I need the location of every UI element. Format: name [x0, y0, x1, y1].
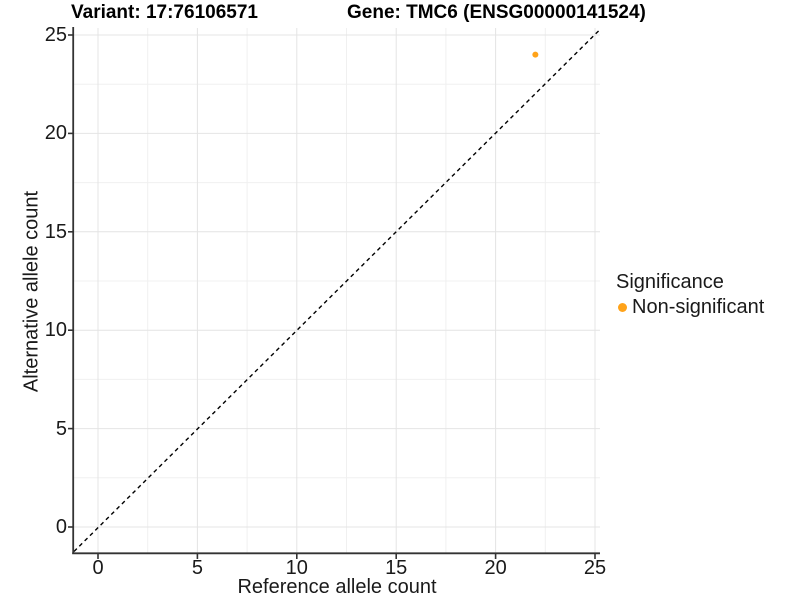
data-point — [532, 51, 539, 58]
x-tick-label: 5 — [191, 557, 203, 579]
y-tick-label: 20 — [44, 122, 67, 145]
legend-title: Significance — [616, 271, 724, 293]
x-tick-label: 10 — [285, 557, 308, 579]
y-tick-label: 25 — [44, 24, 67, 46]
plot-title-variant: Variant: 17:76106571 — [71, 2, 258, 23]
legend: Significance Non-significant — [616, 271, 764, 319]
y-tick-label: 10 — [44, 319, 67, 342]
plot-title-gene: Gene: TMC6 (ENSG00000141524) — [347, 2, 646, 23]
y-tick-label: 15 — [44, 220, 67, 243]
y-tick-label: 0 — [55, 516, 67, 538]
x-tick-label: 15 — [385, 557, 408, 579]
y-axis-title: Alternative allele count — [20, 190, 43, 393]
legend-point-icon — [618, 303, 627, 312]
x-tick-label: 25 — [583, 557, 607, 579]
x-tick-label: 20 — [484, 557, 507, 579]
legend-item-label: Non-significant — [632, 296, 765, 318]
x-tick-label: 0 — [92, 557, 104, 579]
legend-item: Non-significant — [616, 296, 764, 319]
x-axis-title: Reference allele count — [237, 576, 437, 598]
y-tick-label: 5 — [55, 417, 67, 440]
identity-reference-line — [73, 29, 601, 552]
